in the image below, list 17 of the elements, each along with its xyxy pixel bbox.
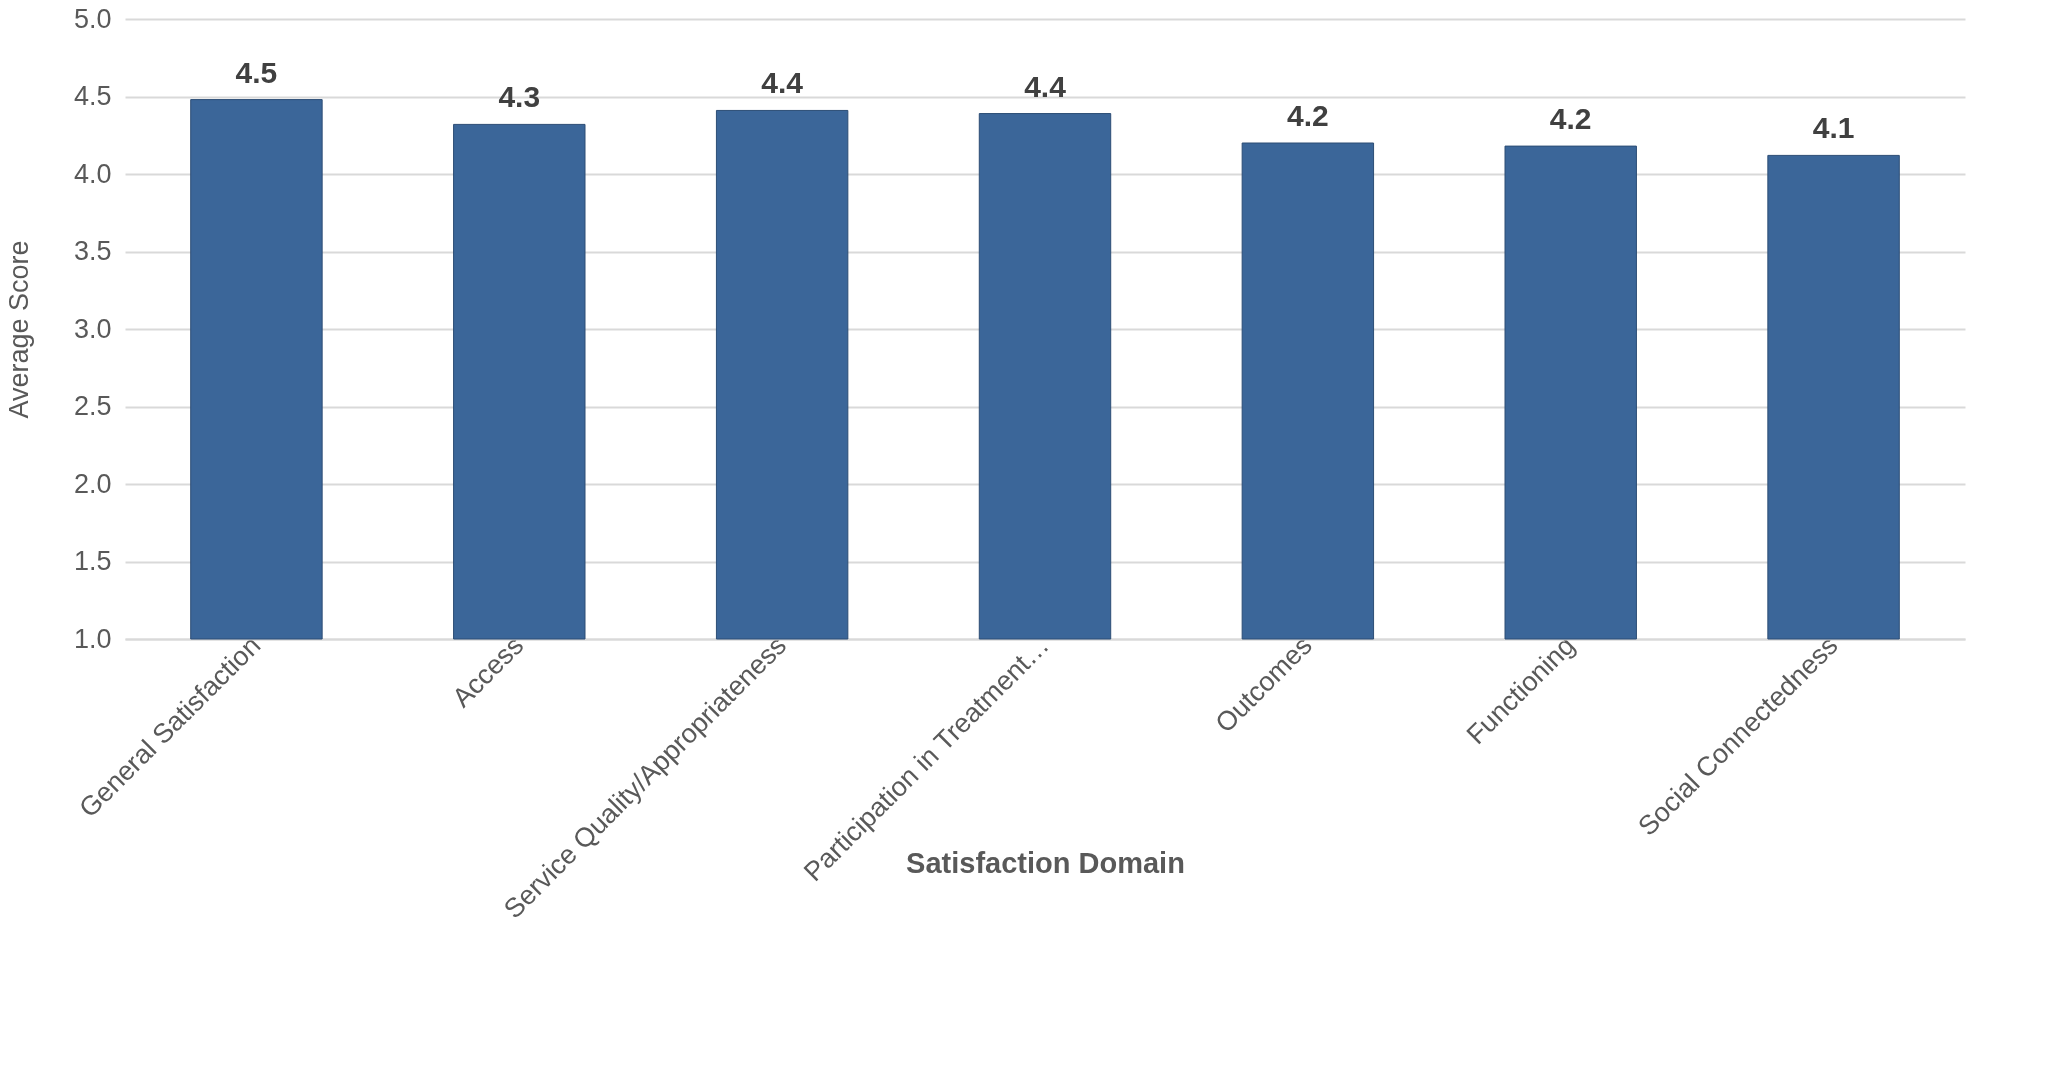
data-label: 4.4 bbox=[1024, 69, 1067, 103]
y-tick-label: 2.0 bbox=[73, 468, 112, 499]
data-label: 4.2 bbox=[1287, 99, 1329, 132]
y-tick-label: 4.5 bbox=[73, 81, 112, 111]
data-label: 4.3 bbox=[498, 80, 541, 114]
y-tick-label: 4.0 bbox=[73, 158, 112, 189]
data-label: 4.5 bbox=[235, 55, 278, 89]
y-tick-label: 1.0 bbox=[73, 623, 112, 654]
y-axis-title: Average Score bbox=[3, 240, 34, 419]
y-tick-label: 3.5 bbox=[73, 236, 112, 266]
y-tick-label: 3.0 bbox=[73, 313, 112, 344]
y-tick-label: 5.0 bbox=[73, 3, 112, 34]
data-label: 4.4 bbox=[761, 66, 804, 100]
y-tick-label: 2.5 bbox=[73, 391, 112, 421]
data-label: 4.2 bbox=[1549, 102, 1592, 136]
data-label: 4.1 bbox=[1812, 111, 1855, 145]
y-tick-label: 1.5 bbox=[73, 546, 112, 576]
